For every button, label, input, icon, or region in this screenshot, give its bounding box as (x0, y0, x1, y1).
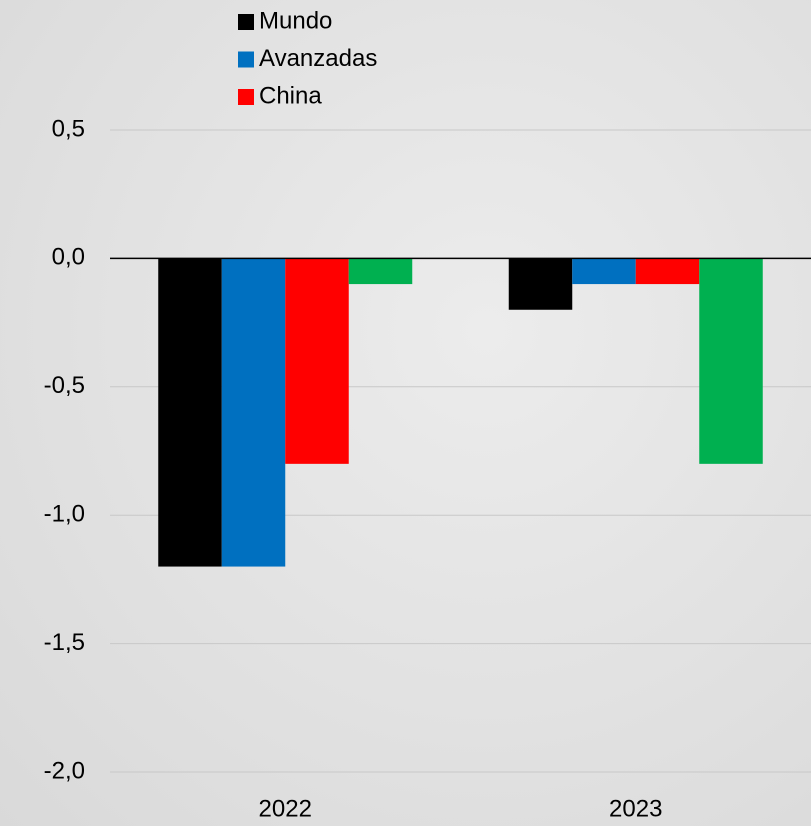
legend-label: China (259, 82, 322, 109)
x-tick-label: 2022 (259, 795, 312, 822)
bar (158, 258, 222, 567)
y-tick-label: -1,0 (44, 501, 85, 528)
bar (285, 258, 349, 464)
legend-label: Mundo (259, 7, 332, 34)
y-tick-label: 0,5 (52, 115, 85, 142)
bar (221, 258, 286, 567)
y-tick-label: -2,0 (44, 757, 85, 784)
bar (348, 258, 413, 285)
legend-swatch (238, 51, 254, 68)
legend-swatch (238, 89, 254, 105)
bar (699, 258, 763, 464)
y-tick-label: 0,0 (52, 244, 85, 271)
legend-label: Avanzadas (259, 45, 377, 72)
x-tick-label: 2023 (609, 795, 662, 822)
bar (572, 258, 636, 285)
y-tick-label: -0,5 (44, 372, 85, 399)
bar (635, 258, 700, 285)
y-tick-label: -1,5 (44, 629, 85, 656)
bar (508, 258, 573, 310)
legend-swatch (238, 14, 254, 30)
